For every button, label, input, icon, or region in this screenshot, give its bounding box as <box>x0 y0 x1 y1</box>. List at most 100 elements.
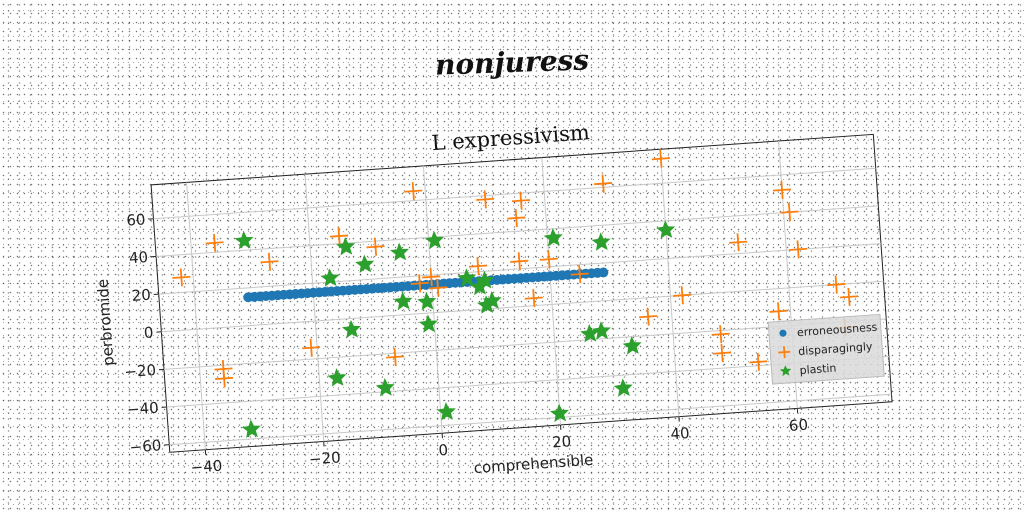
legend-marker-erroneousness <box>779 329 787 337</box>
disparagingly-point <box>570 265 589 284</box>
legend-label-disparagingly: disparagingly <box>798 340 874 358</box>
disparagingly-point <box>780 203 799 222</box>
plastin-point <box>393 291 413 311</box>
y-axis-label: perbromide <box>94 278 118 366</box>
disparagingly-point <box>468 257 488 276</box>
disparagingly-point <box>507 208 526 228</box>
disparagingly-point <box>539 250 558 269</box>
y-grid-line <box>161 280 884 333</box>
disparagingly-point <box>827 275 846 294</box>
disparagingly-point <box>651 149 670 168</box>
plastin-point <box>417 291 437 311</box>
x-tick-label: 40 <box>670 424 690 443</box>
y-tick-label: 0 <box>143 323 154 342</box>
disparagingly-point <box>839 287 859 306</box>
disparagingly-point <box>260 252 279 271</box>
plastin-point <box>355 254 375 274</box>
disparagingly-point <box>215 369 234 388</box>
data-marks <box>172 149 859 438</box>
plastin-point <box>475 270 495 290</box>
plastin-point <box>424 230 444 250</box>
x-grid-line <box>186 182 206 450</box>
chart-group: −40 −20 0 20 40 60 −60 −40 −20 0 20 40 60 L expressi… <box>94 120 893 477</box>
disparagingly-point <box>673 286 692 305</box>
plastin-point <box>656 220 676 239</box>
x-tick-label: −40 <box>190 457 223 477</box>
x-grid-line <box>541 157 562 425</box>
erroneousness-point <box>598 267 609 278</box>
legend-marker-plastin <box>779 365 792 377</box>
x-tick-label: −20 <box>308 448 341 468</box>
plastin-point <box>341 319 361 339</box>
plastin-point <box>457 268 477 287</box>
plastin-point <box>320 268 340 287</box>
plastin-point <box>375 377 395 397</box>
legend-box <box>767 313 885 385</box>
plastin-point <box>418 314 438 333</box>
x-grid-line <box>659 149 680 417</box>
y-grid-line <box>163 318 887 370</box>
x-grid-line <box>304 174 325 442</box>
disparagingly-point <box>172 268 191 287</box>
y-grid-line <box>153 167 876 220</box>
disparagingly-point <box>524 289 543 308</box>
legend-label-plastin: plastin <box>799 362 837 378</box>
y-tick-label: 40 <box>128 248 148 267</box>
disparagingly-point <box>511 191 531 210</box>
plastin-point <box>482 291 502 310</box>
disparagingly-point <box>366 237 385 256</box>
legend-label-erroneousness: erroneousness <box>797 321 878 340</box>
disparagingly-point <box>729 233 748 252</box>
plastin-point <box>390 242 410 262</box>
disparagingly-point <box>428 278 447 297</box>
x-tick-label: 60 <box>788 416 808 435</box>
y-tick-label: −20 <box>124 361 157 381</box>
x-axis-label: comprehensible <box>473 451 594 477</box>
plot-frame <box>150 133 893 453</box>
plastin-point <box>613 378 633 397</box>
plastin-point <box>336 236 356 256</box>
disparagingly-point <box>510 252 529 271</box>
plastin-point <box>591 321 611 340</box>
disparagingly-point <box>789 240 808 259</box>
disparagingly-point <box>410 274 429 293</box>
plastin-point <box>469 276 489 296</box>
disparagingly-point <box>772 180 792 200</box>
chart-title: L expressivism <box>431 120 591 155</box>
x-tick-label: 0 <box>438 441 449 460</box>
plastin-point <box>550 403 569 423</box>
disparagingly-point <box>639 307 658 326</box>
disparagingly-point <box>749 352 768 371</box>
y-grid-line <box>166 356 889 408</box>
disparagingly-point <box>422 267 441 286</box>
plastin-point <box>234 230 254 250</box>
disparagingly-point <box>302 338 321 357</box>
disparagingly-point <box>330 227 349 246</box>
legend-marker-disparagingly <box>778 346 791 359</box>
plastin-point <box>241 419 261 438</box>
y-grid-line <box>156 205 879 257</box>
y-tick-label: −60 <box>129 436 162 456</box>
disparagingly-point <box>594 174 613 193</box>
disparagingly-point <box>404 182 423 201</box>
grid-lines <box>153 140 892 450</box>
plastin-point <box>436 402 456 421</box>
y-tick-label: 20 <box>131 286 151 305</box>
disparagingly-point <box>769 302 788 321</box>
x-tick-label: 20 <box>552 432 572 451</box>
plastin-point <box>580 323 600 343</box>
tick-labels: −40 −20 0 20 40 60 −60 −40 −20 0 20 40 60 <box>124 210 809 477</box>
plastin-point <box>622 336 642 355</box>
disparagingly-point <box>205 233 224 252</box>
disparagingly-point <box>713 344 732 363</box>
plastin-point <box>591 232 611 251</box>
plastin-point <box>476 295 496 314</box>
plastin-point <box>327 368 347 387</box>
y-grid-line <box>169 393 892 446</box>
disparagingly-point <box>711 325 730 344</box>
y-tick-label: −40 <box>126 399 159 419</box>
plastin-point <box>543 228 563 247</box>
disparagingly-point <box>476 190 495 209</box>
y-tick-label: 60 <box>126 210 146 229</box>
disparagingly-point <box>386 347 405 367</box>
